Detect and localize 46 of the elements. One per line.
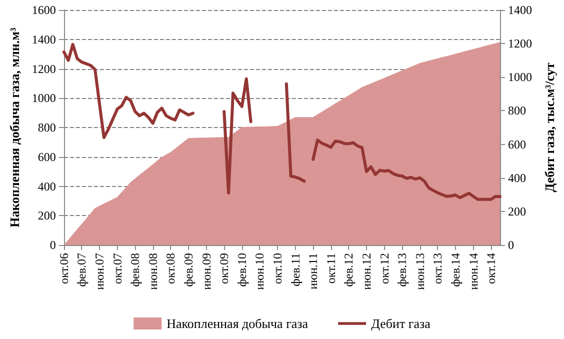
y2-tick-label: 1200	[508, 36, 532, 51]
legend-label: Дебит газа	[371, 316, 431, 331]
y-tick-label: 800	[38, 120, 56, 134]
x-tick-label: фев.09	[182, 253, 196, 287]
y2-axis-title: Дебит газа, тыс.м³/сут	[542, 62, 557, 192]
x-tick-label: фев.07	[74, 253, 89, 287]
x-tick-label: фев.10	[234, 253, 249, 287]
y2-tick-label: 600	[508, 137, 526, 152]
y2-tick-label: 1400	[508, 3, 532, 17]
y-tick-label: 1400	[32, 32, 56, 46]
x-tick-label: июн.09	[199, 253, 214, 290]
y-tick-label: 400	[38, 179, 56, 194]
y-tick-label: 600	[38, 150, 56, 164]
x-tick-label: фев.12	[342, 253, 356, 287]
x-tick-label: окт.06	[56, 253, 71, 284]
y-axis-title: Накопленная добыча газа, млн.м³	[7, 27, 22, 228]
x-tick-label: июн.12	[360, 253, 374, 290]
x-tick-label: фев.13	[395, 253, 410, 287]
y-tick-label: 1200	[32, 62, 56, 76]
x-tick-label: окт.12	[377, 253, 392, 284]
x-tick-label: июн.11	[306, 253, 320, 290]
x-tick-label: июн.08	[146, 253, 160, 290]
y-tick-label: 200	[38, 208, 56, 223]
x-tick-label: окт.08	[164, 253, 178, 284]
x-tick-label: окт.11	[324, 253, 338, 284]
y-tick-label: 0	[50, 238, 56, 252]
x-tick-label: окт.07	[110, 253, 124, 284]
x-tick-label: окт.14	[484, 253, 498, 284]
x-tick-label: июн.07	[92, 253, 106, 290]
y2-tick-label: 400	[508, 170, 526, 185]
y2-tick-label: 200	[508, 204, 526, 218]
x-tick-label: окт.13	[430, 253, 445, 284]
x-tick-label: июн.14	[466, 253, 480, 290]
y2-tick-label: 1000	[508, 70, 532, 84]
x-tick-label: июн.13	[412, 253, 427, 290]
x-tick-label: фев.08	[128, 253, 142, 287]
y2-tick-label: 800	[508, 104, 526, 118]
x-tick-label: окт.09	[217, 253, 232, 284]
y-tick-label: 1600	[32, 3, 56, 17]
x-tick-label: фев.14	[448, 253, 462, 287]
y-tick-label: 1000	[32, 91, 56, 106]
y2-tick-label: 0	[508, 238, 514, 252]
x-tick-label: фев.11	[288, 253, 302, 286]
x-tick-label: окт.10	[270, 253, 284, 284]
legend-label: Накопленная добыча газа	[166, 316, 308, 331]
x-tick-label: июн.10	[252, 253, 267, 290]
